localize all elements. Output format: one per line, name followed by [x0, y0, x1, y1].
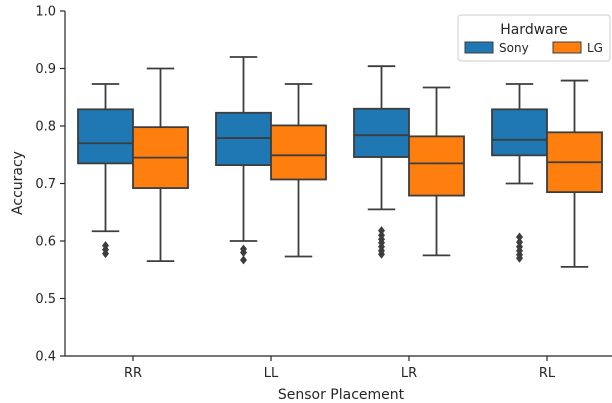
legend: Hardware Sony LG: [457, 14, 611, 62]
boxes: [77, 56, 603, 268]
box-sony-lr-iqr: [353, 107, 410, 158]
legend-swatch-lg: [552, 41, 582, 54]
box-sony-ll-outlier: [240, 255, 247, 265]
y-tick-label: 0.4: [35, 350, 56, 365]
y-tick-label: 0.9: [35, 62, 56, 77]
legend-label-lg: LG: [587, 41, 603, 55]
legend-label-sony: Sony: [499, 41, 529, 55]
y-tick-label: 0.8: [35, 120, 56, 135]
y-ticks: 0.4 0.5 0.6 0.7 0.8 0.9 1.0: [35, 5, 65, 365]
y-axis-label: Accuracy: [10, 151, 26, 215]
x-axis-label: Sensor Placement: [278, 387, 405, 403]
x-tick-label: RL: [539, 366, 556, 381]
y-tick-label: 0.5: [35, 292, 56, 307]
y-tick-label: 0.7: [35, 177, 56, 192]
legend-title: Hardware: [500, 22, 568, 38]
box-sony-rl-outlier: [516, 237, 523, 247]
box-sony-ll-outlier: [240, 248, 247, 257]
box-lg-lr-iqr: [408, 135, 465, 197]
y-tick-label: 1.0: [35, 5, 56, 20]
x-tick-label: RR: [124, 366, 142, 381]
x-tick-label: LR: [401, 366, 417, 381]
x-tick-label: LL: [264, 366, 279, 381]
legend-swatch-sony: [464, 41, 494, 54]
y-tick-label: 0.6: [35, 235, 56, 250]
x-ticks: RR LL LR RL: [124, 356, 556, 381]
box-sony-lr-outlier: [378, 226, 385, 236]
box-sony-rl-outlier: [516, 253, 523, 263]
box-sony-rr-iqr: [77, 108, 134, 165]
box-sony-lr-outlier: [378, 249, 385, 259]
box-lg-ll-iqr: [270, 124, 327, 181]
box-sony-rr-outlier: [102, 249, 109, 259]
box-sony-rl-iqr: [491, 108, 548, 157]
box-sony-rl-outlier: [516, 232, 523, 242]
